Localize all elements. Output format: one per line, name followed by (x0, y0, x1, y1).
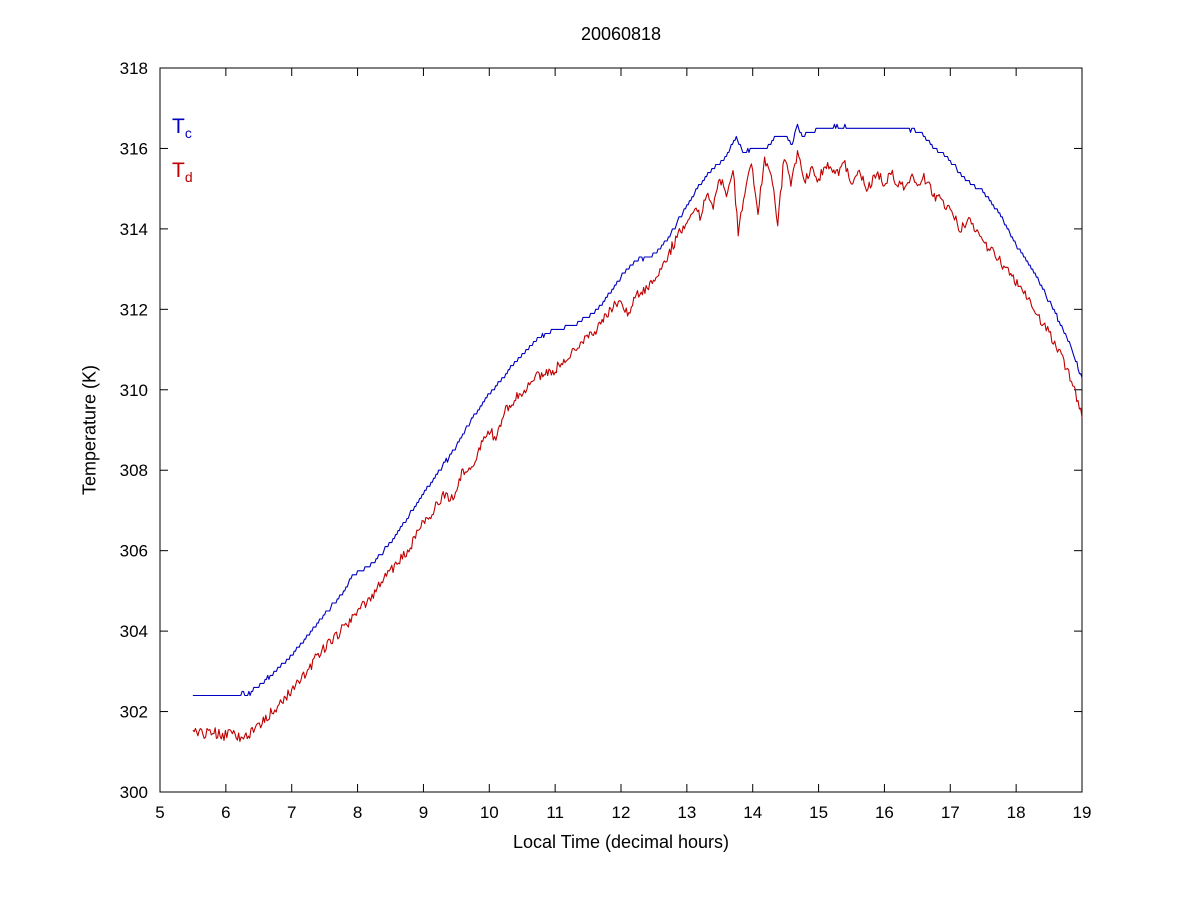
x-tick-label: 11 (546, 803, 564, 822)
legend-item-td: Td (172, 152, 193, 196)
x-tick-label: 10 (480, 803, 499, 822)
y-tick-label: 306 (120, 542, 148, 561)
y-tick-label: 316 (120, 139, 148, 158)
x-tick-label: 18 (1007, 803, 1026, 822)
x-tick-label: 5 (155, 803, 164, 822)
legend-sub-tc: c (184, 125, 192, 142)
y-tick-label: 312 (120, 300, 148, 319)
y-tick-label: 310 (120, 381, 148, 400)
x-tick-label: 16 (875, 803, 894, 822)
y-axis-label: Temperature (K) (79, 364, 100, 496)
x-tick-label: 6 (221, 803, 230, 822)
x-tick-label: 12 (612, 803, 631, 822)
y-tick-label: 302 (120, 703, 148, 722)
x-axis-label: Local Time (decimal hours) (512, 832, 730, 852)
x-tick-label: 8 (353, 803, 362, 822)
chart-title: 20060818 (580, 24, 662, 44)
x-tick-label: 15 (809, 803, 828, 822)
axes-box (159, 67, 1083, 793)
x-tick-label: 19 (1073, 803, 1092, 822)
series-line-tc (192, 123, 1083, 697)
legend-label-tc: T (172, 115, 185, 138)
series-line-td (192, 150, 1083, 742)
x-tick-label: 13 (677, 803, 696, 822)
x-tick-label: 9 (419, 803, 428, 822)
legend: Tc Td (172, 108, 193, 196)
x-tick-label: 7 (287, 803, 296, 822)
legend-label-td: T (172, 159, 185, 183)
y-tick-label: 308 (120, 461, 148, 480)
legend-item-tc: Tc (172, 108, 193, 152)
x-tick-label: 17 (941, 803, 960, 822)
y-tick-label: 318 (120, 59, 148, 78)
y-tick-label: 300 (120, 783, 148, 802)
y-tick-label: 314 (120, 220, 148, 239)
x-tick-label: 14 (743, 803, 762, 822)
legend-sub-td: d (184, 169, 193, 186)
y-tick-label: 304 (120, 622, 148, 641)
